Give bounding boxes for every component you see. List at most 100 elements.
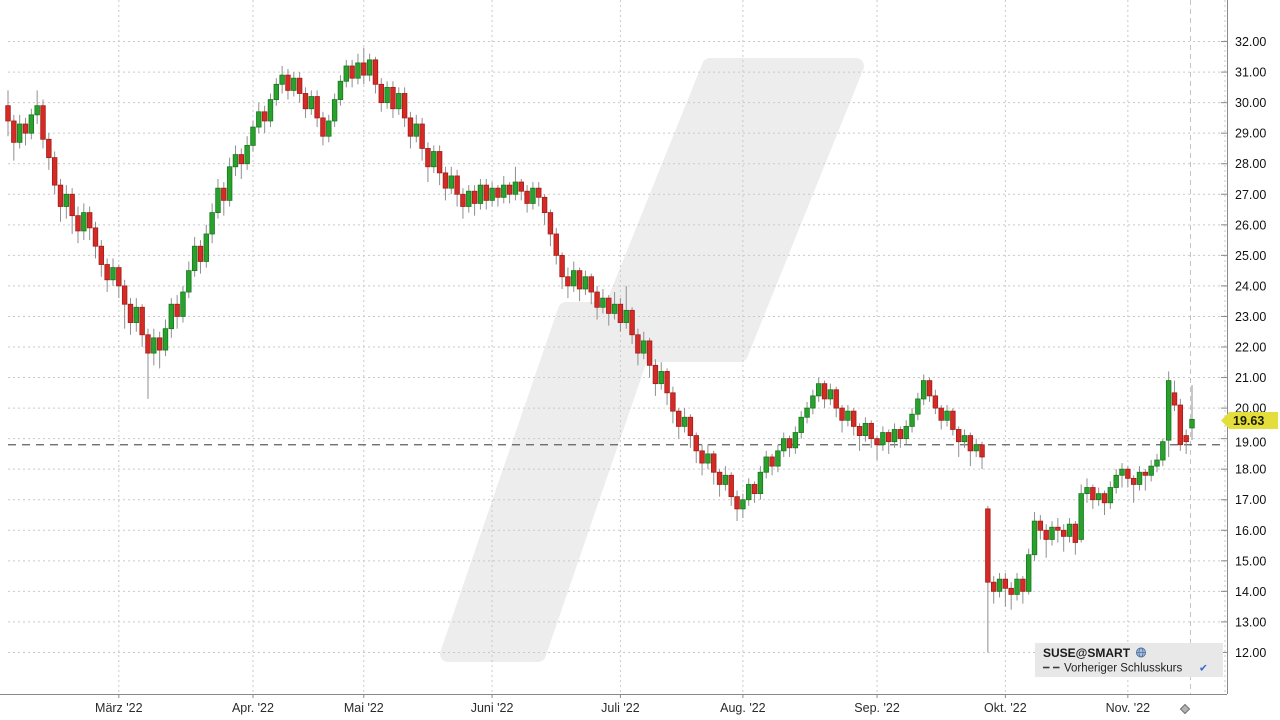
- candle: [950, 408, 956, 436]
- candle: [985, 505, 991, 653]
- y-tick-label: 24.00: [1235, 279, 1266, 293]
- candle: [180, 285, 186, 323]
- candle: [786, 435, 793, 457]
- globe-icon: [1136, 647, 1146, 658]
- candle: [944, 405, 950, 427]
- candle: [664, 368, 670, 406]
- candle: [46, 133, 52, 170]
- candle: [1037, 515, 1044, 540]
- candle: [582, 270, 589, 296]
- y-tick-label: 29.00: [1235, 127, 1266, 141]
- candle: [891, 423, 898, 448]
- candle: [816, 377, 822, 402]
- candle: [734, 490, 740, 522]
- candle: [314, 90, 320, 128]
- y-tick-label: 12.00: [1235, 646, 1266, 660]
- candle: [69, 188, 75, 234]
- candle: [1043, 524, 1049, 558]
- candle: [641, 331, 647, 360]
- y-tick-label: 18.00: [1235, 463, 1266, 477]
- candle: [611, 292, 618, 320]
- candle: [139, 304, 145, 347]
- candle: [576, 267, 583, 302]
- series-visibility-checkbox[interactable]: ✔: [1199, 663, 1208, 675]
- candle: [133, 298, 140, 332]
- candle: [5, 90, 11, 137]
- y-axis: 12.00 13.00 14.00 15.00 16.00 17.00 18.00 19.00…: [1221, 0, 1266, 694]
- candle: [401, 87, 408, 128]
- candle: [967, 432, 974, 467]
- x-axis: März '22 Apr. '22 Mai '22 Juni '22 Juli '22 A…: [0, 694, 1227, 715]
- candle: [174, 295, 180, 329]
- candle: [1183, 429, 1189, 454]
- candle: [530, 182, 536, 210]
- candle: [705, 444, 711, 470]
- candle: [419, 117, 425, 161]
- candle: [1066, 518, 1073, 543]
- candle: [413, 114, 419, 143]
- candle: [1025, 548, 1032, 595]
- y-tick-label: 32.00: [1235, 35, 1266, 49]
- candle: [646, 337, 653, 378]
- candle: [337, 75, 344, 106]
- candle: [16, 114, 23, 149]
- candle: [191, 237, 198, 277]
- candle: [57, 178, 64, 222]
- candle: [897, 426, 904, 448]
- candle: [296, 72, 303, 103]
- y-tick-label: 30.00: [1235, 96, 1266, 110]
- candle: [1031, 511, 1038, 561]
- candle: [1107, 481, 1114, 509]
- candle: [215, 178, 221, 219]
- x-tick-label: März '22: [95, 701, 143, 715]
- candle: [1020, 576, 1026, 604]
- y-tick-label: 15.00: [1235, 554, 1266, 568]
- candle: [635, 328, 641, 366]
- candle: [238, 148, 245, 179]
- candle: [75, 206, 81, 244]
- gridlines: [8, 0, 1226, 694]
- candle: [1130, 475, 1137, 503]
- x-tick-label: Sep. '22: [854, 701, 900, 715]
- candle: [1160, 438, 1166, 467]
- candle: [273, 78, 279, 106]
- x-tick-label: Juli '22: [601, 701, 640, 715]
- candle: [98, 240, 105, 277]
- candle: [63, 185, 70, 219]
- candle: [372, 56, 379, 94]
- legend-series-name: SUSE@SMART: [1043, 646, 1131, 660]
- candle: [355, 53, 361, 85]
- candle: [22, 117, 29, 146]
- candle: [256, 102, 262, 134]
- candle: [162, 319, 169, 357]
- candle: [880, 426, 886, 451]
- candle: [1125, 466, 1131, 488]
- candles-layer: [5, 47, 1195, 653]
- x-tick-label: Aug. '22: [720, 701, 766, 715]
- scroll-handle-icon[interactable]: [1179, 703, 1191, 715]
- candle: [34, 90, 40, 125]
- candle: [571, 261, 577, 293]
- candle: [442, 166, 449, 201]
- candle: [145, 328, 151, 399]
- candle: [267, 93, 274, 128]
- candle: [226, 157, 233, 207]
- candle: [501, 175, 507, 204]
- candle: [279, 65, 285, 94]
- candle: [186, 261, 192, 299]
- candle: [798, 411, 804, 439]
- candle: [104, 258, 110, 293]
- candle: [751, 481, 758, 503]
- candle: [28, 108, 35, 140]
- candle: [973, 438, 979, 457]
- legend[interactable]: SUSE@SMART Vorheriger Schlusskurs ✔: [1035, 643, 1223, 677]
- candle: [448, 166, 454, 195]
- y-tick-label: 25.00: [1235, 249, 1266, 263]
- candle: [728, 472, 734, 506]
- last-price-value: 19.63: [1233, 414, 1264, 428]
- candle: [740, 493, 746, 519]
- candle: [775, 444, 781, 473]
- candle: [1142, 469, 1149, 491]
